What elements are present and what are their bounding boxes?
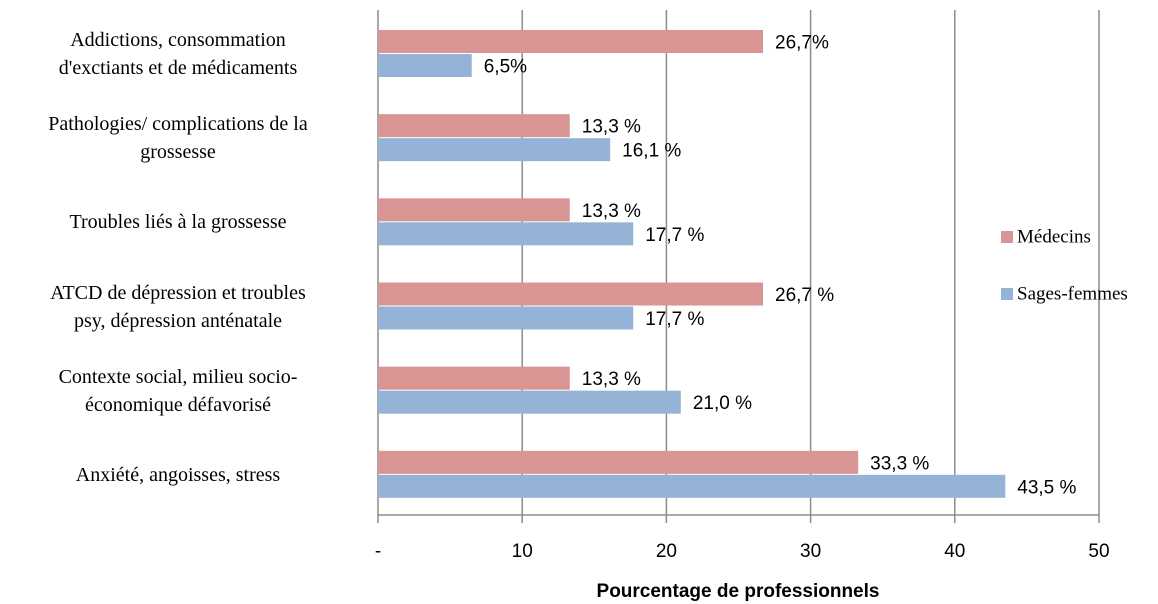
x-axis-title: Pourcentage de professionnels [597,581,880,602]
value-label: 26,7 % [775,285,834,306]
y-tick-label: Anxiété, angoisses, stress [75,463,281,486]
value-label: 17,7 % [645,309,704,330]
bar [378,222,634,246]
legend-swatch [1001,288,1013,300]
y-tick-label: Pathologies/ complications de la grosses… [48,113,308,164]
value-label: 16,1 % [622,141,681,162]
legend-label: Sages-femmes [1017,283,1128,304]
value-label: 13,3 % [582,201,641,222]
y-tick-label: ATCD de dépression et troubles psy, dépr… [50,281,306,332]
bar [378,366,570,390]
x-tick-label: 30 [800,541,821,562]
value-label: 21,0 % [693,393,752,414]
value-label: 33,3 % [870,453,929,474]
x-tick-label: 50 [1088,541,1109,562]
x-tick-label: 20 [656,541,677,562]
legend-label: Médecins [1017,226,1091,247]
value-label: 43,5 % [1017,477,1076,498]
bar [378,390,681,414]
value-label: 17,7 % [645,225,704,246]
bar [378,138,611,162]
value-label: 26,7% [775,33,829,54]
y-tick-label: Troubles liés à la grossesse [69,211,287,234]
y-tick-label: Addictions, consommation d'exctiants et … [58,29,298,79]
value-label: 13,3 % [582,117,641,138]
bar [378,114,570,138]
x-tick-label: 10 [512,541,533,562]
bar [378,30,764,53]
x-tick-label: 40 [944,541,965,562]
value-label: 13,3 % [582,369,641,390]
legend-swatch [1001,231,1013,243]
bar [378,474,1006,498]
value-label: 6,5% [484,57,527,78]
bar [378,282,764,306]
bar [378,198,570,222]
bar [378,54,472,77]
y-tick-label: Contexte social, milieu socio- économiqu… [58,365,298,416]
x-tick-label: - [375,541,381,562]
bar [378,306,634,330]
bar [378,450,859,474]
